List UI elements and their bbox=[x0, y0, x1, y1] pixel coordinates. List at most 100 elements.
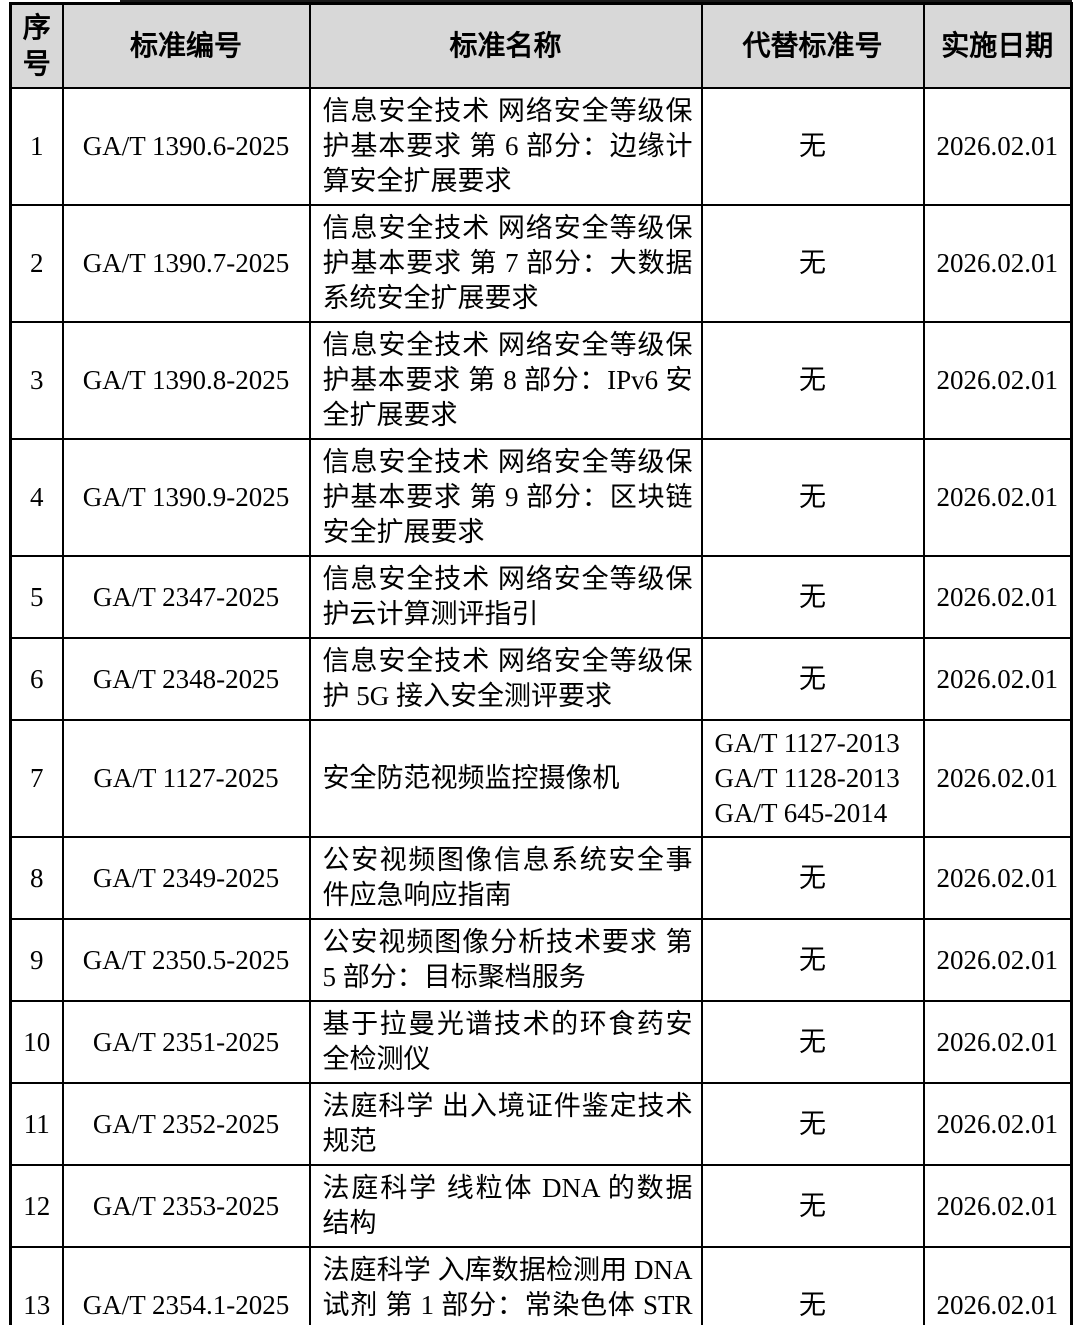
table-row: 12 GA/T 2353-2025 法庭科学 线粒体 DNA 的数据结构 无 2026.… bbox=[9, 1164, 1073, 1248]
standard-name-cell: 安全防范视频监控摄像机 bbox=[308, 719, 703, 838]
replaced-standard-entry: 无 bbox=[799, 1108, 826, 1139]
standard-code-cell: GA/T 1390.8-2025 bbox=[61, 321, 311, 440]
implementation-date-cell: 2026.02.01 bbox=[922, 1000, 1073, 1084]
table-row: 2 GA/T 1390.7-2025 信息安全技术 网络安全等级保护基本要求 第 7… bbox=[9, 204, 1073, 323]
standard-code-cell: GA/T 2350.5-2025 bbox=[61, 918, 311, 1002]
implementation-date-cell: 2026.02.01 bbox=[922, 719, 1073, 838]
replaced-standard-entry: 无 bbox=[799, 1190, 826, 1221]
implementation-date-cell: 2026.02.01 bbox=[922, 321, 1073, 440]
row-number-cell: 2 bbox=[9, 204, 64, 323]
table-row: 6 GA/T 2348-2025 信息安全技术 网络安全等级保护 5G 接入安全测评… bbox=[9, 637, 1073, 721]
table-row: 1 GA/T 1390.6-2025 信息安全技术 网络安全等级保护基本要求 第 6… bbox=[9, 87, 1073, 206]
implementation-date-cell: 2026.02.01 bbox=[922, 555, 1073, 639]
replaced-standard-cell: 无 bbox=[700, 1000, 925, 1084]
implementation-date-cell: 2026.02.01 bbox=[922, 637, 1073, 721]
standard-code-cell: GA/T 2353-2025 bbox=[61, 1164, 311, 1248]
cropped-content-edge bbox=[120, 0, 1072, 3]
row-number-cell: 3 bbox=[9, 321, 64, 440]
column-header-code: 标准编号 bbox=[61, 2, 311, 89]
replaced-standard-cell: 无 bbox=[700, 204, 925, 323]
standard-name-cell: 公安视频图像分析技术要求 第 5 部分：目标聚档服务 bbox=[308, 918, 703, 1002]
implementation-date-cell: 2026.02.01 bbox=[922, 1082, 1073, 1166]
replaced-standard-entry: 无 bbox=[799, 581, 826, 612]
replaced-standard-entry: GA/T 645-2014 bbox=[714, 798, 888, 828]
replaced-standard-entry: 无 bbox=[799, 248, 826, 278]
standard-name-cell: 法庭科学 线粒体 DNA 的数据结构 bbox=[308, 1164, 703, 1248]
replaced-standard-cell: 无 bbox=[700, 1164, 925, 1248]
standard-name-cell: 基于拉曼光谱技术的环食药安全检测仪 bbox=[308, 1000, 703, 1084]
replaced-standard-cell: 无 bbox=[700, 438, 925, 557]
standard-code-cell: GA/T 1127-2025 bbox=[61, 719, 311, 838]
row-number-cell: 4 bbox=[9, 438, 64, 557]
replaced-standard-cell: 无 bbox=[700, 555, 925, 639]
standard-code-cell: GA/T 2349-2025 bbox=[61, 836, 311, 920]
replaced-standard-entry: 无 bbox=[799, 1290, 826, 1320]
standard-name-cell: 信息安全技术 网络安全等级保护基本要求 第 6 部分：边缘计算安全扩展要求 bbox=[308, 87, 703, 206]
replaced-standard-entry: 无 bbox=[799, 365, 826, 395]
standard-name-cell: 信息安全技术 网络安全等级保护云计算测评指引 bbox=[308, 555, 703, 639]
standard-name-cell: 信息安全技术 网络安全等级保护 5G 接入安全测评要求 bbox=[308, 637, 703, 721]
row-number-cell: 12 bbox=[9, 1164, 64, 1248]
table-row: 3 GA/T 1390.8-2025 信息安全技术 网络安全等级保护基本要求 第 8… bbox=[9, 321, 1073, 440]
replaced-standard-cell: 无 bbox=[700, 321, 925, 440]
standard-name-cell: 公安视频图像信息系统安全事件应急响应指南 bbox=[308, 836, 703, 920]
table-row: 11 GA/T 2352-2025 法庭科学 出入境证件鉴定技术规范 无 2026.02… bbox=[9, 1082, 1073, 1166]
standard-name-cell: 信息安全技术 网络安全等级保护基本要求 第 8 部分：IPv6 安全扩展要求 bbox=[308, 321, 703, 440]
column-header-replaced: 代替标准号 bbox=[700, 2, 925, 89]
replaced-standard-cell: 无 bbox=[700, 87, 925, 206]
row-number-cell: 1 bbox=[9, 87, 64, 206]
replaced-standard-cell: GA/T 1127-2013 GA/T 1128-2013 GA/T 645-201… bbox=[700, 719, 925, 838]
table-header-row: 序号 标准编号 标准名称 代替标准号 实施日期 bbox=[9, 2, 1073, 89]
table-row: 8 GA/T 2349-2025 公安视频图像信息系统安全事件应急响应指南 无 2026… bbox=[9, 836, 1073, 920]
row-number-cell: 9 bbox=[9, 918, 64, 1002]
row-number-cell: 8 bbox=[9, 836, 64, 920]
standard-code-cell: GA/T 2351-2025 bbox=[61, 1000, 311, 1084]
row-number-cell: 11 bbox=[9, 1082, 64, 1166]
standard-code-cell: GA/T 2352-2025 bbox=[61, 1082, 311, 1166]
replaced-standard-entry: GA/T 1127-2013 bbox=[714, 728, 900, 758]
replaced-standard-entry: 无 bbox=[799, 482, 826, 512]
standard-code-cell: GA/T 2347-2025 bbox=[61, 555, 311, 639]
implementation-date-cell: 2026.02.01 bbox=[922, 1164, 1073, 1248]
replaced-standard-entry: 无 bbox=[799, 944, 826, 975]
row-number-cell: 6 bbox=[9, 637, 64, 721]
standard-code-cell: GA/T 1390.6-2025 bbox=[61, 87, 311, 206]
table-row: 4 GA/T 1390.9-2025 信息安全技术 网络安全等级保护基本要求 第 9… bbox=[9, 438, 1073, 557]
table-row: 13 GA/T 2354.1-2025 法庭科学 入库数据检测用 DNA 试剂 第 … bbox=[9, 1246, 1073, 1325]
standard-name-cell: 法庭科学 出入境证件鉴定技术规范 bbox=[308, 1082, 703, 1166]
standard-code-cell: GA/T 1390.9-2025 bbox=[61, 438, 311, 557]
standards-table: 序号 标准编号 标准名称 代替标准号 实施日期 1 GA/T 1390.6-202… bbox=[9, 2, 1073, 1325]
table-row: 10 GA/T 2351-2025 基于拉曼光谱技术的环食药安全检测仪 无 2026.0… bbox=[9, 1000, 1073, 1084]
column-header-name: 标准名称 bbox=[308, 2, 703, 89]
table-row: 9 GA/T 2350.5-2025 公安视频图像分析技术要求 第 5 部分：目标聚… bbox=[9, 918, 1073, 1002]
row-number-cell: 5 bbox=[9, 555, 64, 639]
standard-code-cell: GA/T 2348-2025 bbox=[61, 637, 311, 721]
standard-name-cell: 信息安全技术 网络安全等级保护基本要求 第 9 部分：区块链安全扩展要求 bbox=[308, 438, 703, 557]
implementation-date-cell: 2026.02.01 bbox=[922, 918, 1073, 1002]
replaced-standard-entry: 无 bbox=[799, 1026, 826, 1057]
implementation-date-cell: 2026.02.01 bbox=[922, 438, 1073, 557]
implementation-date-cell: 2026.02.01 bbox=[922, 836, 1073, 920]
column-header-no: 序号 bbox=[9, 2, 64, 89]
table-row: 7 GA/T 1127-2025 安全防范视频监控摄像机 GA/T 1127-2013… bbox=[9, 719, 1073, 838]
replaced-standard-entry: GA/T 1128-2013 bbox=[714, 763, 900, 793]
row-number-cell: 13 bbox=[9, 1246, 64, 1325]
standard-code-cell: GA/T 1390.7-2025 bbox=[61, 204, 311, 323]
replaced-standard-cell: 无 bbox=[700, 918, 925, 1002]
standard-name-cell: 法庭科学 入库数据检测用 DNA 试剂 第 1 部分：常染色体 STR 试剂 bbox=[308, 1246, 703, 1325]
standard-name-cell: 信息安全技术 网络安全等级保护基本要求 第 7 部分：大数据系统安全扩展要求 bbox=[308, 204, 703, 323]
implementation-date-cell: 2026.02.01 bbox=[922, 1246, 1073, 1325]
replaced-standard-cell: 无 bbox=[700, 1082, 925, 1166]
row-number-cell: 10 bbox=[9, 1000, 64, 1084]
implementation-date-cell: 2026.02.01 bbox=[922, 204, 1073, 323]
replaced-standard-entry: 无 bbox=[799, 862, 826, 893]
replaced-standard-cell: 无 bbox=[700, 1246, 925, 1325]
replaced-standard-cell: 无 bbox=[700, 637, 925, 721]
replaced-standard-entry: 无 bbox=[799, 131, 826, 161]
table-row: 5 GA/T 2347-2025 信息安全技术 网络安全等级保护云计算测评指引 无 20… bbox=[9, 555, 1073, 639]
standard-code-cell: GA/T 2354.1-2025 bbox=[61, 1246, 311, 1325]
replaced-standard-cell: 无 bbox=[700, 836, 925, 920]
implementation-date-cell: 2026.02.01 bbox=[922, 87, 1073, 206]
row-number-cell: 7 bbox=[9, 719, 64, 838]
